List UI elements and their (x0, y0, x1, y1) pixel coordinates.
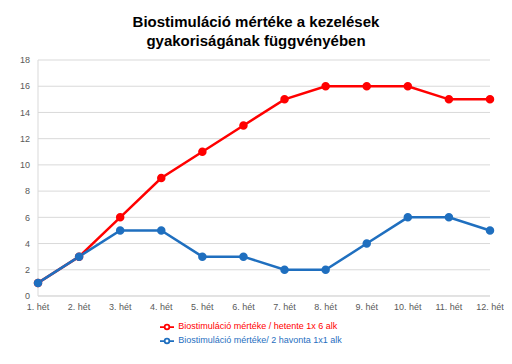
html-text:Biostimuláció mértéke a kezelé: Biostimuláció mértéke a kezelések gyakor… (132, 13, 380, 49)
svg-text:16: 16 (20, 81, 30, 91)
svg-text:11. hét: 11. hét (435, 302, 462, 312)
svg-text:2. hét: 2. hét (68, 302, 91, 312)
svg-text:1. hét: 1. hét (27, 302, 50, 312)
svg-text:8. hét: 8. hét (314, 302, 337, 312)
svg-text:10. hét: 10. hét (394, 302, 422, 312)
svg-text:10: 10 (20, 160, 30, 170)
svg-text:7. hét: 7. hét (273, 302, 296, 312)
svg-text:0: 0 (25, 291, 30, 301)
svg-text:4. hét: 4. hét (150, 302, 173, 312)
svg-text:18: 18 (20, 55, 30, 65)
svg-text:6: 6 (25, 213, 30, 223)
html-text:Biostimuláció mértéke/ 2 havon: Biostimuláció mértéke/ 2 havonta 1x1 alk (178, 335, 342, 346)
svg-text:9. hét: 9. hét (355, 302, 378, 312)
svg-text:8: 8 (25, 186, 30, 196)
svg-text:2: 2 (25, 265, 30, 275)
html-text:Biostimuláció mértéke / hetent: Biostimuláció mértéke / hetente 1x 6 alk (178, 321, 338, 332)
svg-text:14: 14 (20, 108, 30, 118)
svg-text:5. hét: 5. hét (191, 302, 214, 312)
svg-text:3. hét: 3. hét (109, 302, 132, 312)
svg-text:12. hét: 12. hét (476, 302, 504, 312)
svg-text:4: 4 (25, 239, 30, 249)
svg-text:12: 12 (20, 134, 30, 144)
svg-text:6. hét: 6. hét (232, 302, 255, 312)
